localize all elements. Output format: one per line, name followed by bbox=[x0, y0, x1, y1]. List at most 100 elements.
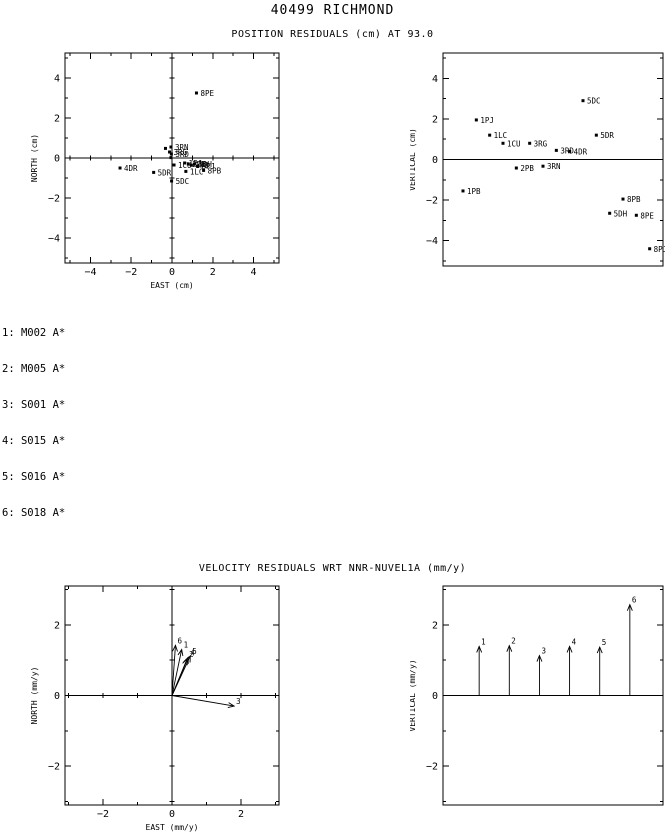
position-north-east-chart: −4 −2 0 2 4 −4 −2 0 2 4 EAST (cm) NORTH (cm) 8PE 3RN 3… bbox=[18, 45, 318, 303]
chart-text: 3 bbox=[541, 647, 546, 656]
data-point bbox=[168, 150, 172, 154]
data-point bbox=[118, 166, 122, 170]
chart-text: 2PB bbox=[520, 164, 534, 173]
chart-text: 3RN bbox=[547, 162, 561, 171]
data-point bbox=[169, 145, 173, 149]
data-point bbox=[634, 213, 638, 217]
chart-text: −2 bbox=[125, 267, 137, 278]
chart-text: 8PB bbox=[208, 166, 222, 175]
velocity-vector: 5 bbox=[171, 647, 197, 696]
data-point bbox=[488, 133, 492, 137]
chart-text: 2 bbox=[54, 620, 60, 631]
data-point bbox=[594, 133, 598, 137]
velocity-vector: 6 bbox=[171, 636, 182, 696]
data-point bbox=[474, 118, 478, 122]
data-point bbox=[202, 168, 206, 172]
chart-text: 0 bbox=[169, 809, 175, 820]
chart-text: 1PB bbox=[467, 187, 481, 196]
data-point bbox=[183, 161, 187, 165]
velocity-vertical-chart: −2 0 2 VERTICAL (mm/y) 1 2 3 4 5 6 bbox=[410, 578, 665, 818]
chart-text: 2 bbox=[432, 114, 438, 125]
chart-text: 1PJ bbox=[480, 116, 494, 125]
chart-text: 8PE bbox=[640, 211, 654, 220]
velocity-north-east-chart: −2 0 2 −2 0 2 EAST (mm/y) NORTH (mm/y) 1 2 3 4 5 6 bbox=[18, 578, 318, 833]
chart-text: 3RD bbox=[175, 150, 189, 159]
chart-text: 5DH bbox=[198, 160, 212, 169]
chart-text: 5DR bbox=[600, 131, 614, 140]
chart-text: −2 bbox=[426, 762, 438, 773]
chart-text: 6 bbox=[177, 636, 182, 645]
chart-text: 8PE bbox=[200, 89, 214, 98]
chart-text: 3RG bbox=[534, 139, 548, 148]
chart-text: −2 bbox=[97, 809, 109, 820]
legend-item: 5: S016 A* bbox=[2, 471, 66, 483]
chart-text: −2 bbox=[48, 762, 60, 773]
chart-text: EAST (cm) bbox=[150, 281, 193, 290]
data-point bbox=[152, 170, 156, 174]
chart-text: VERTICAL (mm/y) bbox=[410, 659, 417, 731]
position-vertical-chart: −4 −2 0 2 4 VERTICAL (cm) 1PB 1PJ 1LC 1CU 2PB 3RG 3R… bbox=[410, 45, 665, 280]
data-point bbox=[541, 164, 545, 168]
chart-text: 0 bbox=[54, 691, 60, 702]
station-legend: 1: M002 A* 2: M005 A* 3: S001 A* 4: S015… bbox=[2, 303, 65, 531]
velocity-vector: 1 bbox=[171, 641, 188, 696]
chart-text: 3 bbox=[236, 697, 241, 706]
data-point bbox=[528, 141, 532, 145]
chart-text: EAST (mm/y) bbox=[146, 823, 199, 832]
velocity-vector: 6 bbox=[626, 596, 637, 696]
chart-text: 5DR bbox=[158, 168, 172, 177]
chart-text: 8PJ bbox=[201, 162, 215, 171]
legend-item: 1: M002 A* bbox=[2, 327, 66, 339]
chart-text: 8PB bbox=[627, 195, 641, 204]
data-point bbox=[568, 149, 572, 153]
chart-text: 0 bbox=[432, 155, 438, 166]
chart-text: NORTH (mm/y) bbox=[30, 667, 39, 725]
data-point bbox=[169, 152, 173, 156]
chart-text: 6 bbox=[632, 596, 637, 605]
velocity-vector: 5 bbox=[596, 638, 607, 696]
data-point bbox=[195, 164, 199, 168]
chart-text: −4 bbox=[48, 234, 60, 245]
data-point bbox=[163, 146, 167, 150]
legend-item: 6: S018 A* bbox=[2, 507, 66, 519]
chart-text: 3RD bbox=[560, 146, 574, 155]
chart-text: 2 bbox=[54, 114, 60, 125]
data-point bbox=[172, 163, 176, 167]
chart-text: 5DC bbox=[587, 97, 601, 106]
chart-text: 5DH bbox=[614, 209, 628, 218]
chart-text: 1 bbox=[481, 637, 486, 646]
chart-text: 5 bbox=[602, 638, 607, 647]
chart-text: 4 bbox=[572, 637, 577, 646]
chart-text: 0 bbox=[432, 691, 438, 702]
chart-text: 2 bbox=[210, 267, 216, 278]
chart-text: 8PJ bbox=[654, 245, 665, 254]
data-point bbox=[194, 91, 198, 95]
velocity-vector: 3 bbox=[536, 647, 546, 696]
chart-text: VERTICAL (cm) bbox=[410, 128, 417, 191]
chart-text: 4 bbox=[54, 74, 60, 85]
chart-text: −2 bbox=[48, 194, 60, 205]
data-point bbox=[554, 148, 558, 152]
velocity-vector: 3 bbox=[171, 695, 241, 708]
chart-text: 2PB bbox=[192, 160, 206, 169]
velocity-vector: 4 bbox=[566, 637, 577, 696]
position-residuals-subtitle: POSITION RESIDUALS (cm) AT 93.0 bbox=[231, 29, 434, 40]
legend-item: 2: M005 A* bbox=[2, 363, 66, 375]
legend-item: 3: S001 A* bbox=[2, 399, 66, 411]
data-point bbox=[501, 141, 505, 145]
chart-text: 2 bbox=[511, 637, 516, 646]
chart-text: 3RN bbox=[175, 143, 189, 152]
data-point bbox=[608, 211, 612, 215]
data-point bbox=[648, 247, 652, 251]
chart-text: 1PB bbox=[195, 161, 209, 170]
data-point bbox=[186, 162, 190, 166]
chart-text: 0 bbox=[54, 154, 60, 165]
chart-text: 4DR bbox=[574, 147, 588, 156]
chart-text: 2 bbox=[238, 809, 244, 820]
data-point bbox=[581, 99, 585, 103]
velocity-vector: 2 bbox=[506, 637, 516, 696]
data-point bbox=[192, 162, 196, 166]
chart-text: 5DC bbox=[176, 177, 190, 186]
chart-text: 1CU bbox=[507, 139, 521, 148]
